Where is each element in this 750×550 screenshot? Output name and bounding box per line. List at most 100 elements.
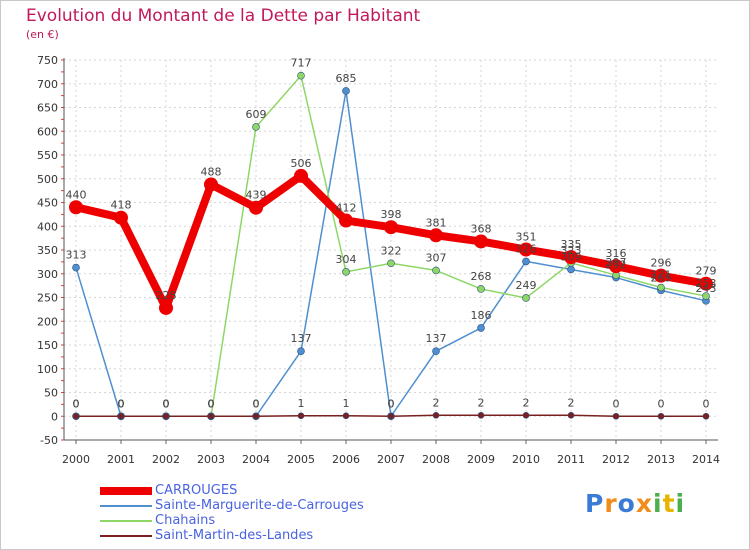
x-tick-label: 2005: [287, 453, 315, 466]
data-point-carrouges: [699, 276, 713, 291]
data-label-sainte-marguerite-de-carrouges: 313: [66, 249, 87, 262]
data-label-carrouges: 228: [156, 289, 177, 302]
data-point-chahains: [522, 294, 530, 302]
data-label-sainte-marguerite-de-carrouges: 685: [336, 72, 357, 85]
data-label-carrouges: 398: [381, 208, 402, 221]
y-tick-label: 200: [37, 315, 58, 328]
data-label-saint-martin-des-landes: 0: [253, 397, 260, 410]
legend-item-sainte-marguerite[interactable]: Sainte-Marguerite-de-Carrouges: [100, 498, 420, 513]
data-label-sainte-marguerite-de-carrouges: 0: [208, 397, 215, 410]
data-point-saint-martin-des-landes: [612, 412, 620, 420]
data-label-saint-martin-des-landes: 2: [523, 396, 530, 409]
legend-item-chahains[interactable]: Chahains: [100, 513, 420, 528]
data-point-carrouges: [474, 234, 488, 249]
legend-item-carrouges[interactable]: CARROUGES: [100, 483, 420, 498]
data-point-chahains: [297, 71, 305, 80]
data-label-carrouges: 368: [471, 222, 492, 235]
legend-swatch-sainte-marguerite: [100, 504, 152, 507]
data-label-chahains: 323: [561, 244, 582, 257]
x-tick-label: 2009: [467, 453, 495, 466]
data-label-saint-martin-des-landes: 0: [163, 397, 170, 410]
logo-letter: o: [617, 489, 636, 518]
data-label-sainte-marguerite-de-carrouges: 137: [291, 332, 312, 345]
legend-swatch-chahains: [100, 519, 152, 522]
proxiti-logo: Proxiti: [585, 489, 685, 518]
axes: -500501001502002503003504004505005506006…: [37, 54, 720, 466]
data-point-sainte-marguerite-de-carrouges: [297, 347, 305, 355]
y-tick-label: 0: [51, 410, 58, 423]
y-tick-label: 500: [37, 173, 58, 186]
logo-letter: i: [653, 489, 663, 518]
y-tick-label: 100: [37, 363, 58, 376]
data-point-saint-martin-des-landes: [207, 412, 215, 420]
data-point-carrouges: [114, 210, 128, 225]
data-point-saint-martin-des-landes: [252, 412, 260, 420]
logo-letter: i: [675, 489, 686, 518]
legend-swatch-saint-martin: [100, 534, 152, 537]
data-label-chahains: 322: [381, 244, 402, 257]
data-point-sainte-marguerite-de-carrouges: [432, 347, 440, 355]
data-point-carrouges: [339, 213, 353, 228]
data-label-carrouges: 439: [246, 189, 267, 202]
data-point-carrouges: [204, 177, 218, 192]
x-tick-label: 2004: [242, 453, 270, 466]
data-label-saint-martin-des-landes: 0: [703, 397, 710, 410]
data-label-chahains: 271: [651, 269, 672, 282]
legend-item-saint-martin[interactable]: Saint-Martin-des-Landes: [100, 528, 420, 543]
y-tick-label: -50: [40, 434, 58, 447]
chart-subtitle: (en €): [26, 28, 59, 41]
data-label-saint-martin-des-landes: 2: [478, 396, 485, 409]
data-point-carrouges: [159, 300, 173, 315]
data-label-saint-martin-des-landes: 0: [613, 397, 620, 410]
data-point-carrouges: [294, 168, 308, 183]
y-tick-label: 550: [37, 149, 58, 162]
data-label-saint-martin-des-landes: 1: [343, 397, 350, 410]
data-point-carrouges: [69, 200, 83, 215]
x-tick-label: 2014: [692, 453, 720, 466]
data-point-saint-martin-des-landes: [117, 412, 125, 420]
logo-letter: x: [635, 489, 653, 518]
data-label-sainte-marguerite-de-carrouges: 186: [471, 309, 492, 322]
y-tick-label: 350: [37, 244, 58, 257]
data-label-carrouges: 279: [696, 265, 717, 278]
data-point-saint-martin-des-landes: [297, 412, 305, 420]
data-label-chahains: 0: [118, 397, 125, 410]
data-point-chahains: [342, 268, 350, 276]
data-point-sainte-marguerite-de-carrouges: [567, 265, 575, 274]
legend-label-saint-martin: Saint-Martin-des-Landes: [155, 528, 314, 543]
y-tick-label: 750: [37, 54, 58, 67]
data-point-chahains: [387, 259, 395, 268]
y-tick-label: 50: [44, 387, 58, 400]
data-label-chahains: 0: [73, 397, 80, 410]
data-point-saint-martin-des-landes: [477, 411, 485, 419]
data-label-carrouges: 381: [426, 216, 447, 229]
data-label-chahains: 0: [208, 397, 215, 410]
data-point-sainte-marguerite-de-carrouges: [72, 263, 80, 272]
data-label-saint-martin-des-landes: 0: [118, 397, 125, 410]
data-point-carrouges: [249, 200, 263, 215]
data-point-saint-martin-des-landes: [432, 411, 440, 419]
logo-letter: t: [662, 489, 676, 518]
y-tick-label: 400: [37, 220, 58, 233]
y-tick-label: 300: [37, 268, 58, 281]
data-point-carrouges: [429, 228, 443, 243]
data-label-saint-martin-des-landes: 0: [208, 397, 215, 410]
data-point-saint-martin-des-landes: [702, 412, 710, 420]
data-point-saint-martin-des-landes: [387, 412, 395, 420]
legend-label-chahains: Chahains: [155, 513, 216, 528]
data-point-saint-martin-des-landes: [342, 412, 350, 420]
data-label-sainte-marguerite-de-carrouges: 292: [606, 259, 627, 272]
data-label-sainte-marguerite-de-carrouges: 0: [388, 397, 395, 410]
data-label-carrouges: 351: [516, 231, 537, 244]
data-label-carrouges: 296: [651, 257, 672, 270]
data-point-saint-martin-des-landes: [657, 412, 665, 420]
y-tick-label: 600: [37, 125, 58, 138]
data-label-chahains: 609: [246, 108, 267, 121]
data-label-carrouges: 488: [201, 165, 222, 178]
data-label-sainte-marguerite-de-carrouges: 0: [253, 397, 260, 410]
data-label-sainte-marguerite-de-carrouges: 265: [651, 271, 672, 284]
data-point-chahains: [432, 266, 440, 275]
legend: CARROUGES Sainte-Marguerite-de-Carrouges…: [100, 483, 420, 543]
x-tick-label: 2013: [647, 453, 675, 466]
data-point-sainte-marguerite-de-carrouges: [342, 87, 350, 95]
